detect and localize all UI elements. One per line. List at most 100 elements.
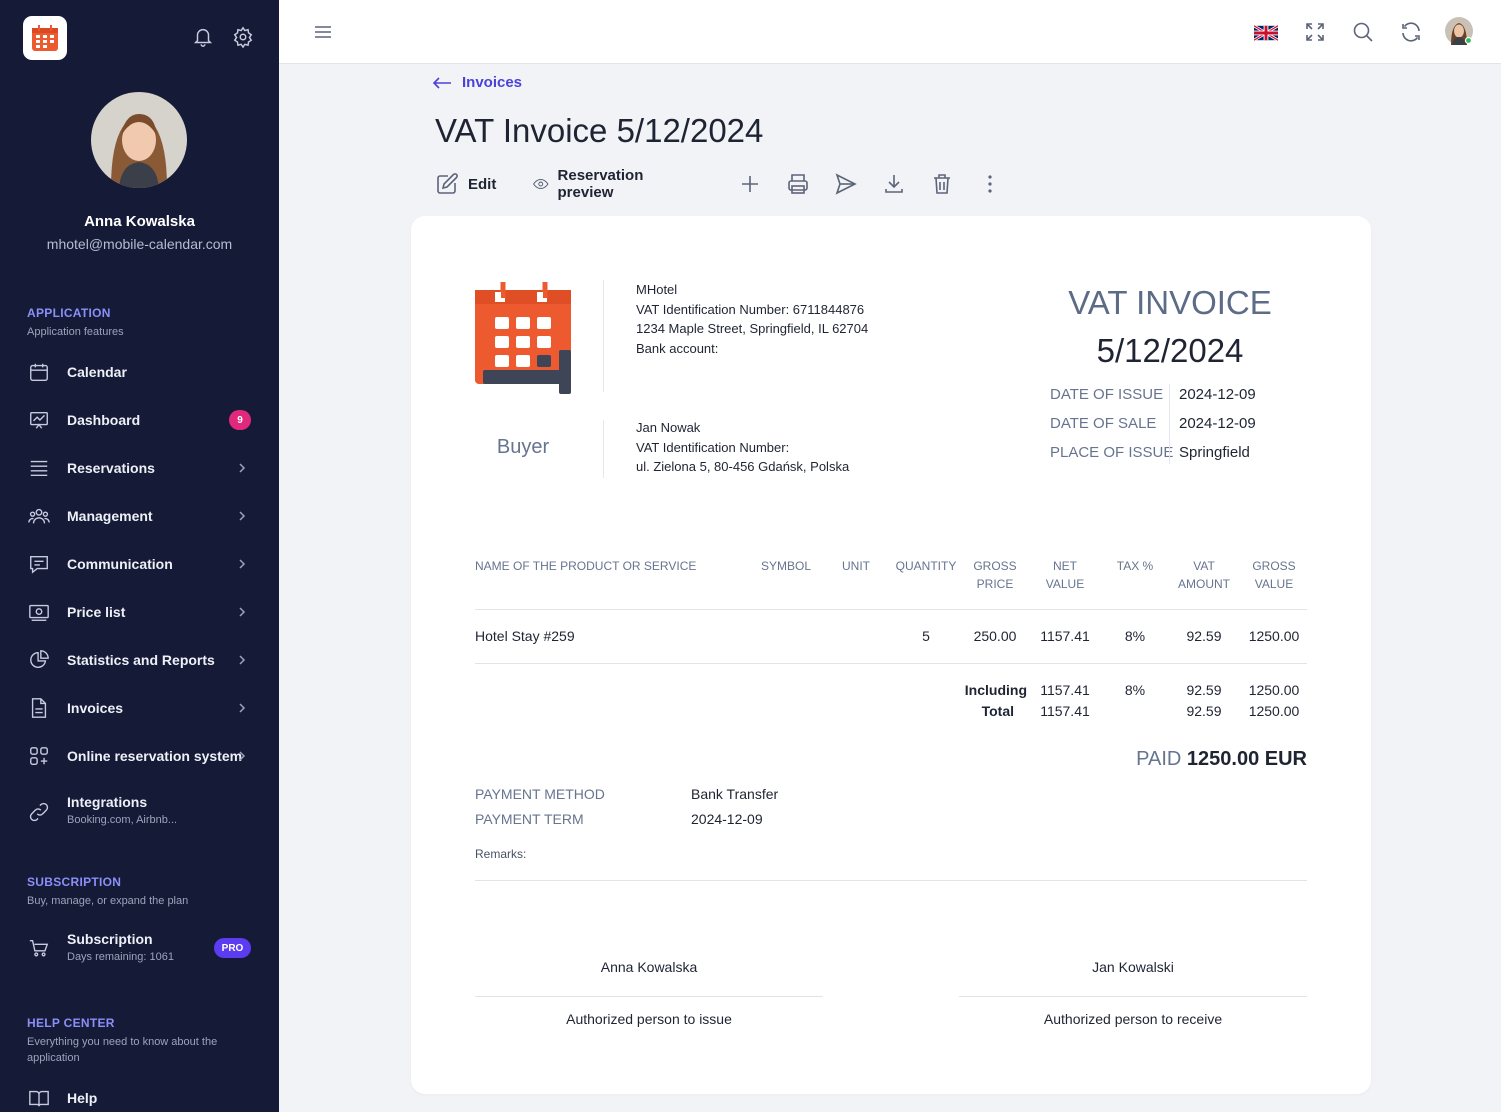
pencil-icon xyxy=(437,173,458,194)
signature-role: Authorized person to receive xyxy=(1043,1011,1223,1027)
reservation-preview-label: Reservation preview xyxy=(557,167,644,201)
sidebar-item-label: Online reservation system xyxy=(67,748,243,764)
header-line: PRICE xyxy=(976,577,1014,591)
paid-summary: PAID 1250.00 EUR xyxy=(1136,748,1307,771)
meta-value: 2024-12-09 xyxy=(1179,386,1256,403)
sidebar-item-label: Calendar xyxy=(67,364,127,380)
users-icon xyxy=(28,508,50,524)
buyer-address: ul. Zielona 5, 80-456 Gdańsk, Polska xyxy=(636,459,850,474)
list-icon xyxy=(30,460,48,477)
column-header-quantity: QUANTITY xyxy=(895,559,957,573)
column-header-gross-price: GROSS PRICE xyxy=(965,557,1025,593)
row-quantity: 5 xyxy=(922,628,930,644)
seller-vat: VAT Identification Number: 6711844876 xyxy=(636,301,865,317)
pro-badge: PRO xyxy=(214,938,251,958)
buyer-vat: VAT Identification Number: xyxy=(636,439,790,455)
invoice-number: 5/12/2024 xyxy=(1096,332,1244,369)
paid-amount: 1250.00 EUR xyxy=(1186,748,1307,770)
section-subtitle-application: Application features xyxy=(27,326,124,338)
meta-key: DATE OF SALE xyxy=(1050,415,1157,432)
chevron-right-icon xyxy=(239,751,246,761)
row-name: Hotel Stay #259 xyxy=(475,628,575,644)
plus-icon[interactable] xyxy=(738,172,762,196)
chevron-right-icon xyxy=(239,559,246,569)
more-vertical-icon[interactable] xyxy=(978,172,1002,196)
total-vat-amount: 92.59 xyxy=(1186,703,1222,719)
fullscreen-icon[interactable] xyxy=(1303,20,1327,44)
row-vat-amount: 92.59 xyxy=(1186,628,1222,644)
top-bar xyxy=(279,0,1501,64)
sidebar-item-label: Integrations xyxy=(67,794,148,810)
sidebar-item-communication[interactable]: Communication xyxy=(0,544,279,584)
payment-key: PAYMENT TERM xyxy=(475,811,584,827)
avatar[interactable] xyxy=(91,92,187,188)
divider xyxy=(475,663,1307,664)
sidebar-item-reservations[interactable]: Reservations xyxy=(0,448,279,488)
chevron-right-icon xyxy=(239,511,246,521)
reservation-preview-button[interactable]: Reservation preview xyxy=(533,167,652,201)
sidebar-item-calendar[interactable]: Calendar xyxy=(0,352,279,392)
dashboard-icon xyxy=(30,411,48,429)
user-avatar-icon[interactable] xyxy=(1445,17,1473,45)
sidebar-item-label: Subscription xyxy=(67,931,153,947)
meta-key: DATE OF ISSUE xyxy=(1050,386,1164,403)
header-line: NET xyxy=(1053,559,1077,573)
arrow-left-icon xyxy=(432,76,451,89)
sidebar-item-label: Dashboard xyxy=(67,412,141,428)
sidebar-item-label: Invoices xyxy=(67,700,124,716)
header-line: VALUE xyxy=(1254,577,1294,591)
signature-name: Jan Kowalski xyxy=(1092,959,1174,975)
calendar-logo-icon xyxy=(32,25,58,51)
total-label: Total xyxy=(981,703,1014,719)
uk-flag-icon[interactable] xyxy=(1254,21,1278,45)
signature-name: Anna Kowalska xyxy=(600,959,698,975)
including-gross-value: 1250.00 xyxy=(1248,682,1300,698)
download-icon[interactable] xyxy=(882,172,906,196)
seller-address: 1234 Maple Street, Springfield, IL 62704 xyxy=(636,321,869,336)
including-net-value: 1157.41 xyxy=(1040,682,1090,698)
bell-icon[interactable] xyxy=(192,26,214,48)
chat-icon xyxy=(30,555,48,574)
edit-button[interactable]: Edit xyxy=(435,170,496,198)
book-icon xyxy=(29,1090,49,1107)
divider xyxy=(603,280,604,392)
meta-value: Springfield xyxy=(1179,444,1250,461)
section-subtitle-help: Everything you need to know about the ap… xyxy=(27,1036,218,1064)
sidebar-item-invoices[interactable]: Invoices xyxy=(0,688,279,728)
sidebar-item-subscription[interactable]: Subscription Days remaining: 1061 PRO xyxy=(0,926,279,970)
app-logo[interactable] xyxy=(23,16,67,60)
gear-icon[interactable] xyxy=(232,26,254,48)
sidebar-item-online-reservation[interactable]: Online reservation system xyxy=(0,736,279,776)
sidebar-item-label: Help xyxy=(67,1090,98,1106)
signature-line xyxy=(475,996,823,997)
sidebar-item-management[interactable]: Management xyxy=(0,496,279,536)
including-label: Including xyxy=(964,682,1027,698)
column-header-name: NAME OF THE PRODUCT OR SERVICE xyxy=(475,559,697,573)
sidebar-item-statistics[interactable]: Statistics and Reports xyxy=(0,640,279,680)
menu-icon[interactable] xyxy=(311,20,335,44)
sidebar-item-label: Price list xyxy=(67,604,126,620)
refresh-icon[interactable] xyxy=(1399,20,1423,44)
sidebar-item-dashboard[interactable]: Dashboard 9 xyxy=(0,400,279,440)
link-icon xyxy=(29,802,49,822)
search-icon[interactable] xyxy=(1351,20,1375,44)
breadcrumb-link[interactable]: Invoices xyxy=(462,74,523,91)
payment-value: Bank Transfer xyxy=(691,786,779,802)
chevron-right-icon xyxy=(239,463,246,473)
breadcrumb[interactable]: Invoices xyxy=(432,74,522,91)
header-line: VALUE xyxy=(1045,577,1085,591)
payment-value: 2024-12-09 xyxy=(691,811,763,827)
seller-details: MHotel VAT Identification Number: 671184… xyxy=(636,280,868,358)
print-icon[interactable] xyxy=(786,172,810,196)
divider xyxy=(603,420,604,478)
sidebar-item-integrations[interactable]: Integrations Booking.com, Airbnb... xyxy=(0,790,279,834)
send-icon[interactable] xyxy=(834,172,858,196)
sidebar-item-help[interactable]: Help xyxy=(0,1078,279,1112)
column-header-net-value: NET VALUE xyxy=(1035,557,1095,593)
trash-icon[interactable] xyxy=(930,172,954,196)
total-net-value: 1157.41 xyxy=(1040,703,1090,719)
sidebar-item-price-list[interactable]: Price list xyxy=(0,592,279,632)
eye-icon xyxy=(533,178,549,190)
pie-chart-icon xyxy=(30,650,49,668)
column-header-gross-value: GROSS VALUE xyxy=(1244,557,1304,593)
